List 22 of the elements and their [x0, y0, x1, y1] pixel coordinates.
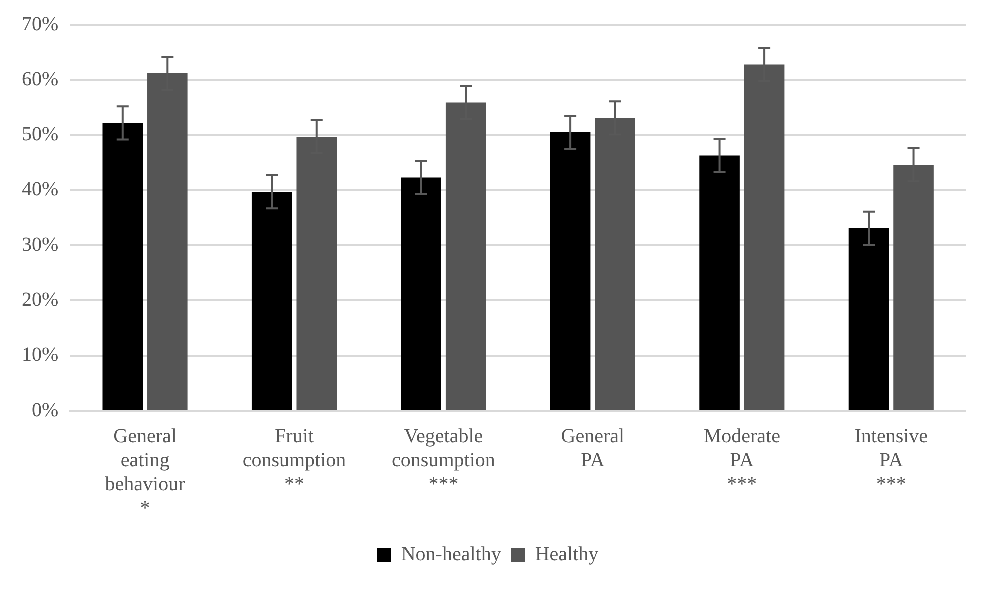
legend-label: Healthy: [535, 543, 599, 566]
y-tick-label: 30%: [22, 234, 59, 256]
bar: [401, 178, 442, 410]
bar: [252, 192, 292, 410]
bar: [700, 156, 740, 410]
y-tick-label: 40%: [22, 178, 59, 201]
y-tick-label: 70%: [22, 13, 59, 36]
x-tick-label: Fruit consumption **: [242, 425, 346, 496]
y-tick-label: 0%: [32, 399, 59, 422]
y-tick-label: 20%: [22, 288, 59, 311]
bar: [550, 132, 591, 410]
x-tick-label: General eating behaviour *: [105, 425, 186, 520]
x-tick-label: Moderate PA ***: [704, 425, 781, 496]
y-tick-label: 50%: [22, 124, 59, 146]
legend-label: Non-healthy: [401, 543, 502, 566]
y-tick-label: 60%: [22, 68, 59, 90]
x-tick-label: Intensive PA ***: [854, 425, 928, 496]
x-tick-label: Vegetable consumption ***: [392, 425, 496, 496]
y-tick-label: 10%: [22, 344, 59, 366]
bar: [848, 228, 890, 410]
bar: [102, 123, 144, 410]
x-tick-label: General PA: [561, 425, 626, 472]
